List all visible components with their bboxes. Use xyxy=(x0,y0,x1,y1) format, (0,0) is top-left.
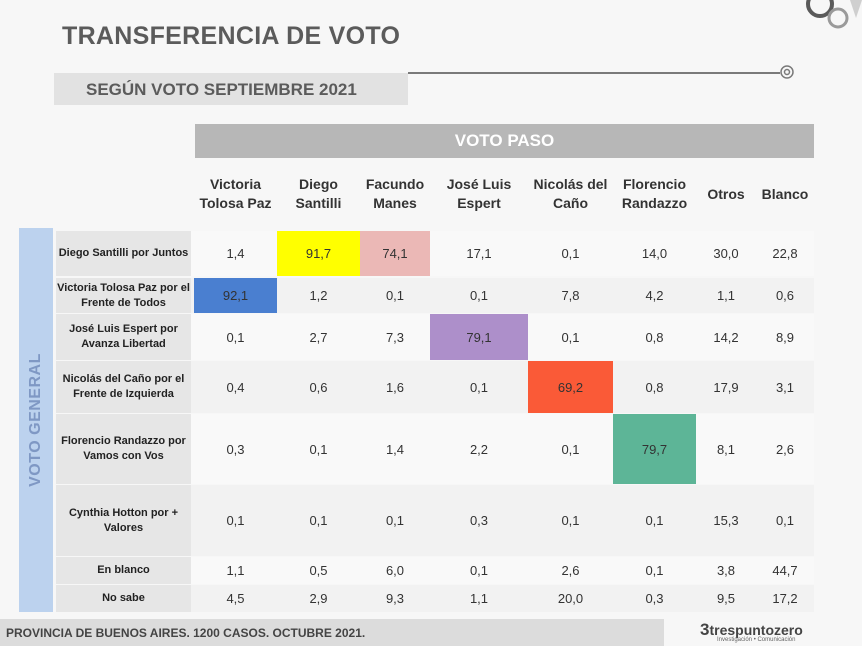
table-cell: 8,9 xyxy=(775,329,795,345)
table-cell: 0,1 xyxy=(226,329,245,345)
table-cell: 44,7 xyxy=(772,563,798,578)
table-cell: 4,2 xyxy=(645,288,664,303)
table-cell: 0,1 xyxy=(309,513,328,528)
table-cell: 1,6 xyxy=(385,379,405,395)
table-cell: 0,1 xyxy=(469,288,489,303)
table-cell: 17,1 xyxy=(466,246,492,261)
table-cell: 0,8 xyxy=(645,379,664,395)
table-cell: 0,1 xyxy=(385,288,405,303)
table-cell: 2,7 xyxy=(309,329,328,345)
table-cell: 1,1 xyxy=(469,591,489,606)
table-cell: 7,3 xyxy=(385,329,405,345)
table-cell: 0,1 xyxy=(309,441,328,457)
table-cell: 2,6 xyxy=(775,441,795,457)
page-title: TRANSFERENCIA DE VOTO xyxy=(62,22,401,50)
divider-line xyxy=(408,72,780,74)
table-cell: 0,3 xyxy=(226,441,245,457)
table-cell: 1,4 xyxy=(226,246,245,261)
table-cell: 0,4 xyxy=(226,379,245,395)
table-cell: 4,5 xyxy=(226,591,245,606)
column-header: Facundo Manes xyxy=(365,176,425,211)
table-cell: 79,1 xyxy=(430,314,528,360)
table-cell: 2,9 xyxy=(309,591,328,606)
row-header: Victoria Tolosa Paz por el Frente de Tod… xyxy=(56,278,191,313)
footer-note: PROVINCIA DE BUENOS AIRES. 1200 CASOS. O… xyxy=(6,626,366,640)
table-cell: 0,1 xyxy=(645,513,664,528)
row-header: En blanco xyxy=(56,557,191,584)
table-cell: 2,2 xyxy=(469,441,489,457)
column-header: Victoria Tolosa Paz xyxy=(199,176,272,211)
table-cell: 1,2 xyxy=(309,288,328,303)
table-cell: 6,0 xyxy=(385,563,405,578)
table-cell: 0,1 xyxy=(561,441,580,457)
column-group-header: VOTO PASO xyxy=(195,124,814,158)
table-cell: 17,2 xyxy=(772,591,798,606)
column-header: Otros xyxy=(707,185,745,202)
table-cell: 0,6 xyxy=(775,288,795,303)
table-cell: 91,7 xyxy=(277,231,360,276)
table-cell: 7,8 xyxy=(561,288,580,303)
table-cell: 0,1 xyxy=(469,563,489,578)
column-header: Diego Santilli xyxy=(295,176,342,211)
row-header: Cynthia Hotton por + Valores xyxy=(56,485,191,556)
brand-tagline: Investigación • Comunicación xyxy=(717,637,796,643)
table-cell: 0,1 xyxy=(226,513,245,528)
spiral-icon xyxy=(780,65,794,79)
table-cell: 1,1 xyxy=(716,288,736,303)
table-cell: 2,6 xyxy=(561,563,580,578)
table-cell: 1,1 xyxy=(226,563,245,578)
table-cell: 92,1 xyxy=(194,278,277,313)
table-cell: 0,3 xyxy=(469,513,489,528)
column-header: Nicolás del Caño xyxy=(533,176,608,211)
table-cell: 0,6 xyxy=(309,379,328,395)
table-cell: 9,5 xyxy=(716,591,736,606)
table-cell: 20,0 xyxy=(557,591,584,606)
table-cell: 0,1 xyxy=(469,379,489,395)
table-cell: 0,5 xyxy=(309,563,328,578)
column-header: José Luis Espert xyxy=(446,176,512,211)
table-cell: 1,4 xyxy=(385,441,405,457)
table-cell: 22,8 xyxy=(772,246,798,261)
table-cell: 0,1 xyxy=(561,513,580,528)
table-cell: 3,8 xyxy=(716,563,736,578)
column-header: Florencio Randazzo xyxy=(621,176,688,211)
row-header: Nicolás del Caño por el Frente de Izquie… xyxy=(56,361,191,413)
table-cell: 14,0 xyxy=(641,246,668,261)
brand-logo: 3trespuntozero xyxy=(700,620,803,639)
table-cell: 0,1 xyxy=(385,513,405,528)
table-cell: 0,1 xyxy=(645,563,664,578)
table-cell: 0,1 xyxy=(775,513,795,528)
row-header: José Luis Espert por Avanza Libertad xyxy=(56,314,191,360)
table-cell: 15,3 xyxy=(713,513,739,528)
table-cell: 74,1 xyxy=(360,231,430,276)
table-cell: 79,7 xyxy=(613,414,696,484)
column-header: Blanco xyxy=(761,185,809,202)
row-header: Florencio Randazzo por Vamos con Vos xyxy=(56,414,191,484)
subtitle: SEGÚN VOTO SEPTIEMBRE 2021 xyxy=(86,80,357,99)
table-cell: 0,1 xyxy=(561,329,580,345)
subtitle-box xyxy=(54,73,408,105)
table-cell: 3,1 xyxy=(775,379,795,395)
table-cell: 69,2 xyxy=(528,361,613,413)
table-cell: 0,1 xyxy=(561,246,580,261)
table-cell: 8,1 xyxy=(716,441,736,457)
table-cell: 9,3 xyxy=(385,591,405,606)
row-group-bar xyxy=(19,228,53,612)
brand-name: trespuntozero xyxy=(709,622,803,638)
table-cell: 17,9 xyxy=(713,379,739,395)
table-cell: 0,8 xyxy=(645,329,664,345)
corner-logo-icon xyxy=(806,0,862,29)
footer-bar xyxy=(0,619,664,646)
table-cell: 30,0 xyxy=(713,246,739,261)
row-header: Diego Santilli por Juntos xyxy=(56,231,191,276)
row-header: No sabe xyxy=(56,585,191,612)
table-cell: 14,2 xyxy=(713,329,739,345)
table-cell: 0,3 xyxy=(645,591,664,606)
